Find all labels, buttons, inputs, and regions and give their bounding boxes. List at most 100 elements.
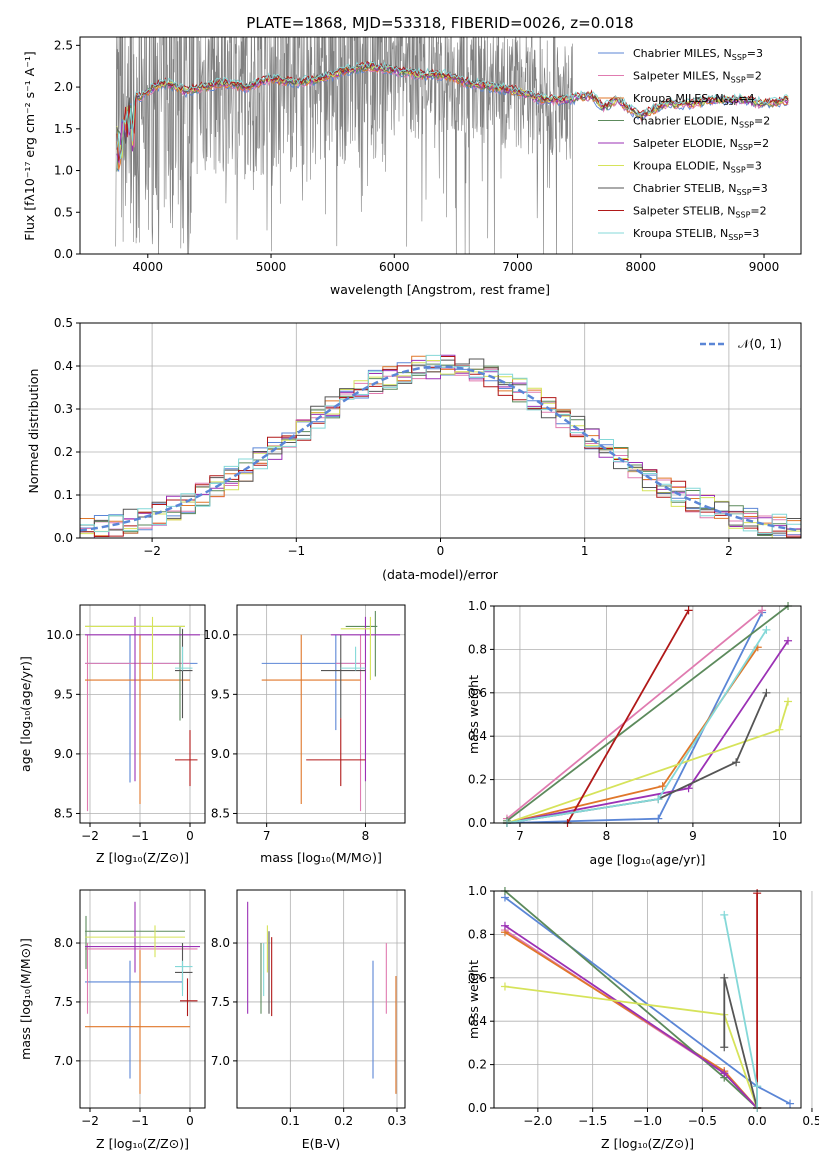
age-vs-z-panel: −2 −1 0 8.5 9.0 9.5 10.0 Z [log₁₀(Z/Z⊙)] age [lo… xyxy=(18,604,206,865)
y-tick-label: 1.5 xyxy=(54,122,73,136)
mass-weight-marker xyxy=(762,625,771,634)
mass-weight-marker xyxy=(720,1069,729,1078)
y-tick-label: 0.6 xyxy=(468,686,487,700)
y-tick-label: 0.2 xyxy=(468,773,487,787)
legend-entry: Chabrier ELODIE, NSSP=2 xyxy=(633,115,770,130)
mass-weight-marker xyxy=(658,782,667,791)
spectrum-legend: Chabrier MILES, NSSP=3 Salpeter MILES, NS… xyxy=(598,47,770,242)
y-tick-label: 0.3 xyxy=(54,402,73,416)
y-tick-label: 2.5 xyxy=(54,38,73,52)
y-tick-label: 1.0 xyxy=(468,599,487,613)
y-tick-label: 0.1 xyxy=(54,488,73,502)
mass-weight-marker xyxy=(784,697,793,706)
y-tick-label: 7.5 xyxy=(211,995,230,1009)
y-tick-label: 9.5 xyxy=(211,687,230,701)
y-axis-label: mass [log₁₀(M/M⊙)] xyxy=(18,938,33,1060)
x-tick-label: −1 xyxy=(131,829,149,843)
y-tick-label: 0.4 xyxy=(54,359,73,373)
x-tick-label: 0.3 xyxy=(387,1114,406,1128)
y-tick-label: 8.5 xyxy=(54,806,73,820)
legend-entry: Kroupa STELIB, NSSP=3 xyxy=(633,227,759,242)
mass-weight-marker xyxy=(684,606,693,615)
mass-vs-z-panel: −2 −1 0 7.0 7.5 8.0 Z [log₁₀(Z/Z⊙)] mass [log₁₀… xyxy=(18,889,206,1151)
y-tick-label: 10.0 xyxy=(46,628,73,642)
x-axis-label: mass [log₁₀(M/M⊙)] xyxy=(260,850,382,865)
x-axis-label: E(B-V) xyxy=(302,1136,341,1151)
x-tick-label: 9 xyxy=(689,829,697,843)
legend-entry: Salpeter MILES, NSSP=2 xyxy=(633,70,762,85)
x-tick-label: 7000 xyxy=(502,260,533,274)
x-tick-label: 0 xyxy=(186,1114,194,1128)
y-tick-label: 1.0 xyxy=(468,884,487,898)
mass-vs-ebv-panel: 0.1 0.2 0.3 7.0 7.5 8.0 E(B-V) xyxy=(211,889,407,1151)
y-tick-label: 0.0 xyxy=(468,1101,487,1115)
spectrum-xlabel: wavelength [Angstrom, rest frame] xyxy=(330,282,550,297)
y-tick-label: 0.4 xyxy=(468,729,487,743)
x-tick-label: 8000 xyxy=(626,260,657,274)
legend-entry: Kroupa MILES, NSSP=4 xyxy=(633,92,755,107)
x-tick-label: 4000 xyxy=(133,260,164,274)
y-tick-label: 9.0 xyxy=(54,747,73,761)
normal-curve xyxy=(80,365,801,532)
mass-weight-marker xyxy=(654,814,663,823)
histogram-ylabel: Normed distribution xyxy=(26,369,41,494)
x-tick-label: −2 xyxy=(81,1114,99,1128)
y-tick-label: 8.0 xyxy=(211,936,230,950)
mass-weight-marker xyxy=(720,973,729,982)
y-tick-label: 7.0 xyxy=(54,1054,73,1068)
y-tick-label: 7.5 xyxy=(54,995,73,1009)
y-tick-label: 0.5 xyxy=(54,316,73,330)
mass-weight-marker xyxy=(784,636,793,645)
mass-weight-marker xyxy=(758,606,767,615)
normal-legend-label: 𝒩(0, 1) xyxy=(738,337,782,351)
plot-frame xyxy=(79,604,206,824)
age-vs-mass-panel: 7 8 8.5 9.0 9.5 10.0 mass [log₁₀(M/M⊙)] xyxy=(203,604,406,865)
histogram-series xyxy=(80,354,801,538)
histogram-xlabel: (data-model)/error xyxy=(382,567,499,582)
mass-weight-marker xyxy=(732,758,741,767)
x-tick-label: −2 xyxy=(81,829,99,843)
mass-weight-marker xyxy=(720,1043,729,1052)
x-tick-label: 10 xyxy=(772,829,787,843)
x-tick-label: 0 xyxy=(437,544,445,558)
y-tick-label: 0.0 xyxy=(54,247,73,261)
y-tick-label: 10.0 xyxy=(203,628,230,642)
mass-weight-marker xyxy=(786,1099,795,1108)
plot-frame xyxy=(236,889,406,1109)
x-tick-label: −1 xyxy=(131,1114,149,1128)
plot-frame xyxy=(493,605,802,824)
legend-entry: Chabrier STELIB, NSSP=3 xyxy=(633,182,768,197)
x-tick-label: 0.5 xyxy=(802,1114,819,1128)
legend-entry: Salpeter ELODIE, NSSP=2 xyxy=(633,137,769,152)
x-axis-label: Z [log₁₀(Z/Z⊙)] xyxy=(96,850,189,865)
y-axis-label: age [log₁₀(age/yr)] xyxy=(18,656,33,772)
y-tick-label: 9.5 xyxy=(54,687,73,701)
x-tick-label: 1 xyxy=(581,544,589,558)
x-tick-label: 8 xyxy=(603,829,611,843)
y-tick-label: 0.2 xyxy=(468,1058,487,1072)
y-tick-label: 8.5 xyxy=(211,806,230,820)
legend-entry: Chabrier MILES, NSSP=3 xyxy=(633,47,763,62)
x-tick-label: 9000 xyxy=(749,260,780,274)
mass-weight-line xyxy=(506,605,789,822)
x-tick-label: 0.1 xyxy=(281,1114,300,1128)
mass-weight-marker xyxy=(500,982,509,991)
plot-frame xyxy=(493,890,802,1109)
residual-histogram-panel: −2 −1 0 1 2 0.0 0.1 0.2 0.3 0.4 0.5 (data-model)/e… xyxy=(26,316,802,582)
x-tick-label: −0.5 xyxy=(688,1114,717,1128)
x-axis-label: Z [log₁₀(Z/Z⊙)] xyxy=(601,1136,694,1151)
mass-weight-marker xyxy=(775,725,784,734)
y-tick-label: 0.4 xyxy=(468,1014,487,1028)
x-tick-label: 0 xyxy=(186,829,194,843)
mass-weight-marker xyxy=(654,795,663,804)
x-tick-label: 7 xyxy=(263,829,271,843)
spectrum-panel: PLATE=1868, MJD=53318, FIBERID=0026, z=0… xyxy=(22,14,802,297)
spectrum-title: PLATE=1868, MJD=53318, FIBERID=0026, z=0… xyxy=(246,14,633,32)
x-tick-label: −2 xyxy=(143,544,161,558)
y-tick-label: 0.8 xyxy=(468,927,487,941)
spectrum-ylabel: Flux [fλ10⁻¹⁷ erg cm⁻² s⁻¹ A⁻¹] xyxy=(22,51,37,240)
y-tick-label: 0.2 xyxy=(54,445,73,459)
mass-weight-marker xyxy=(753,1082,762,1091)
mass-weight-marker xyxy=(762,688,771,697)
